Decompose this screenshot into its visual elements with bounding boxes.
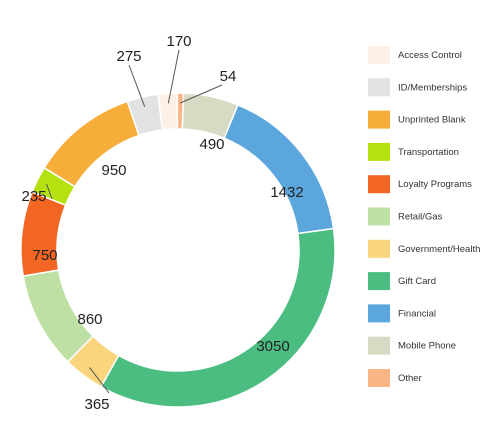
legend-label-access-control: Access Control	[398, 50, 462, 61]
legend-swatch-financial	[368, 304, 390, 323]
legend-item-other: Other	[368, 369, 422, 387]
legend-item-government-health: Government/Health	[368, 239, 480, 258]
data-label-id-memberships: 275	[116, 48, 141, 65]
legend-swatch-retail-gas	[368, 207, 390, 226]
legend-item-loyalty-programs: Loyalty Programs	[368, 175, 472, 194]
legend-label-transportation: Transportation	[398, 147, 459, 158]
data-label-access-control: 170	[166, 33, 191, 50]
leader-line-other	[180, 84, 223, 104]
data-label-transportation: 235	[21, 188, 46, 205]
legend-item-retail-gas: Retail/Gas	[368, 207, 443, 226]
legend: Access Control ID/Memberships Unprinted Bl…	[368, 46, 480, 387]
legend-label-loyalty-programs: Loyalty Programs	[398, 179, 472, 190]
legend-swatch-government-health	[368, 239, 390, 258]
legend-label-retail-gas: Retail/Gas	[398, 212, 443, 223]
data-label-retail-gas: 860	[77, 311, 102, 328]
legend-label-gift-card: Gift Card	[398, 276, 436, 287]
data-label-other: 54	[220, 68, 237, 85]
legend-item-id-memberships: ID/Memberships	[368, 78, 467, 97]
legend-label-government-health: Government/Health	[398, 244, 480, 255]
legend-item-financial: Financial	[368, 304, 436, 323]
legend-item-mobile-phone: Mobile Phone	[368, 336, 456, 355]
legend-label-mobile-phone: Mobile Phone	[398, 341, 456, 352]
slice-gift-card	[99, 227, 336, 408]
slice-labels-group: 490 1432 3050 365 860 750 235 950 275 170 54	[21, 33, 303, 413]
legend-swatch-mobile-phone	[368, 336, 390, 355]
data-label-government-health: 365	[84, 396, 109, 413]
legend-swatch-access-control	[368, 46, 390, 64]
legend-swatch-other	[368, 369, 390, 387]
legend-item-transportation: Transportation	[368, 142, 459, 161]
legend-swatch-loyalty-programs	[368, 175, 390, 194]
leader-line-government-health	[89, 367, 110, 394]
legend-label-unprinted-blank: Unprinted Blank	[398, 115, 466, 126]
data-label-mobile-phone: 490	[199, 136, 224, 153]
leader-line-transportation	[46, 183, 53, 200]
data-label-unprinted-blank: 950	[101, 162, 126, 179]
slice-financial	[223, 103, 335, 235]
legend-swatch-unprinted-blank	[368, 110, 390, 129]
leader-lines-group	[46, 49, 223, 394]
legend-label-other: Other	[398, 373, 422, 384]
leader-line-access-control	[167, 49, 180, 104]
legend-label-id-memberships: ID/Memberships	[398, 82, 467, 93]
slice-other	[176, 92, 185, 130]
leader-line-id-memberships	[128, 64, 146, 107]
legend-item-gift-card: Gift Card	[368, 272, 436, 291]
legend-item-unprinted-blank: Unprinted Blank	[368, 110, 466, 129]
data-label-financial: 1432	[270, 184, 303, 201]
legend-label-financial: Financial	[398, 308, 436, 319]
legend-swatch-id-memberships	[368, 78, 390, 97]
legend-swatch-gift-card	[368, 272, 390, 291]
legend-swatch-transportation	[368, 142, 390, 161]
legend-item-access-control: Access Control	[368, 46, 462, 64]
data-label-loyalty-programs: 750	[32, 247, 57, 264]
data-label-gift-card: 3050	[256, 338, 289, 355]
slices-group	[20, 92, 336, 408]
